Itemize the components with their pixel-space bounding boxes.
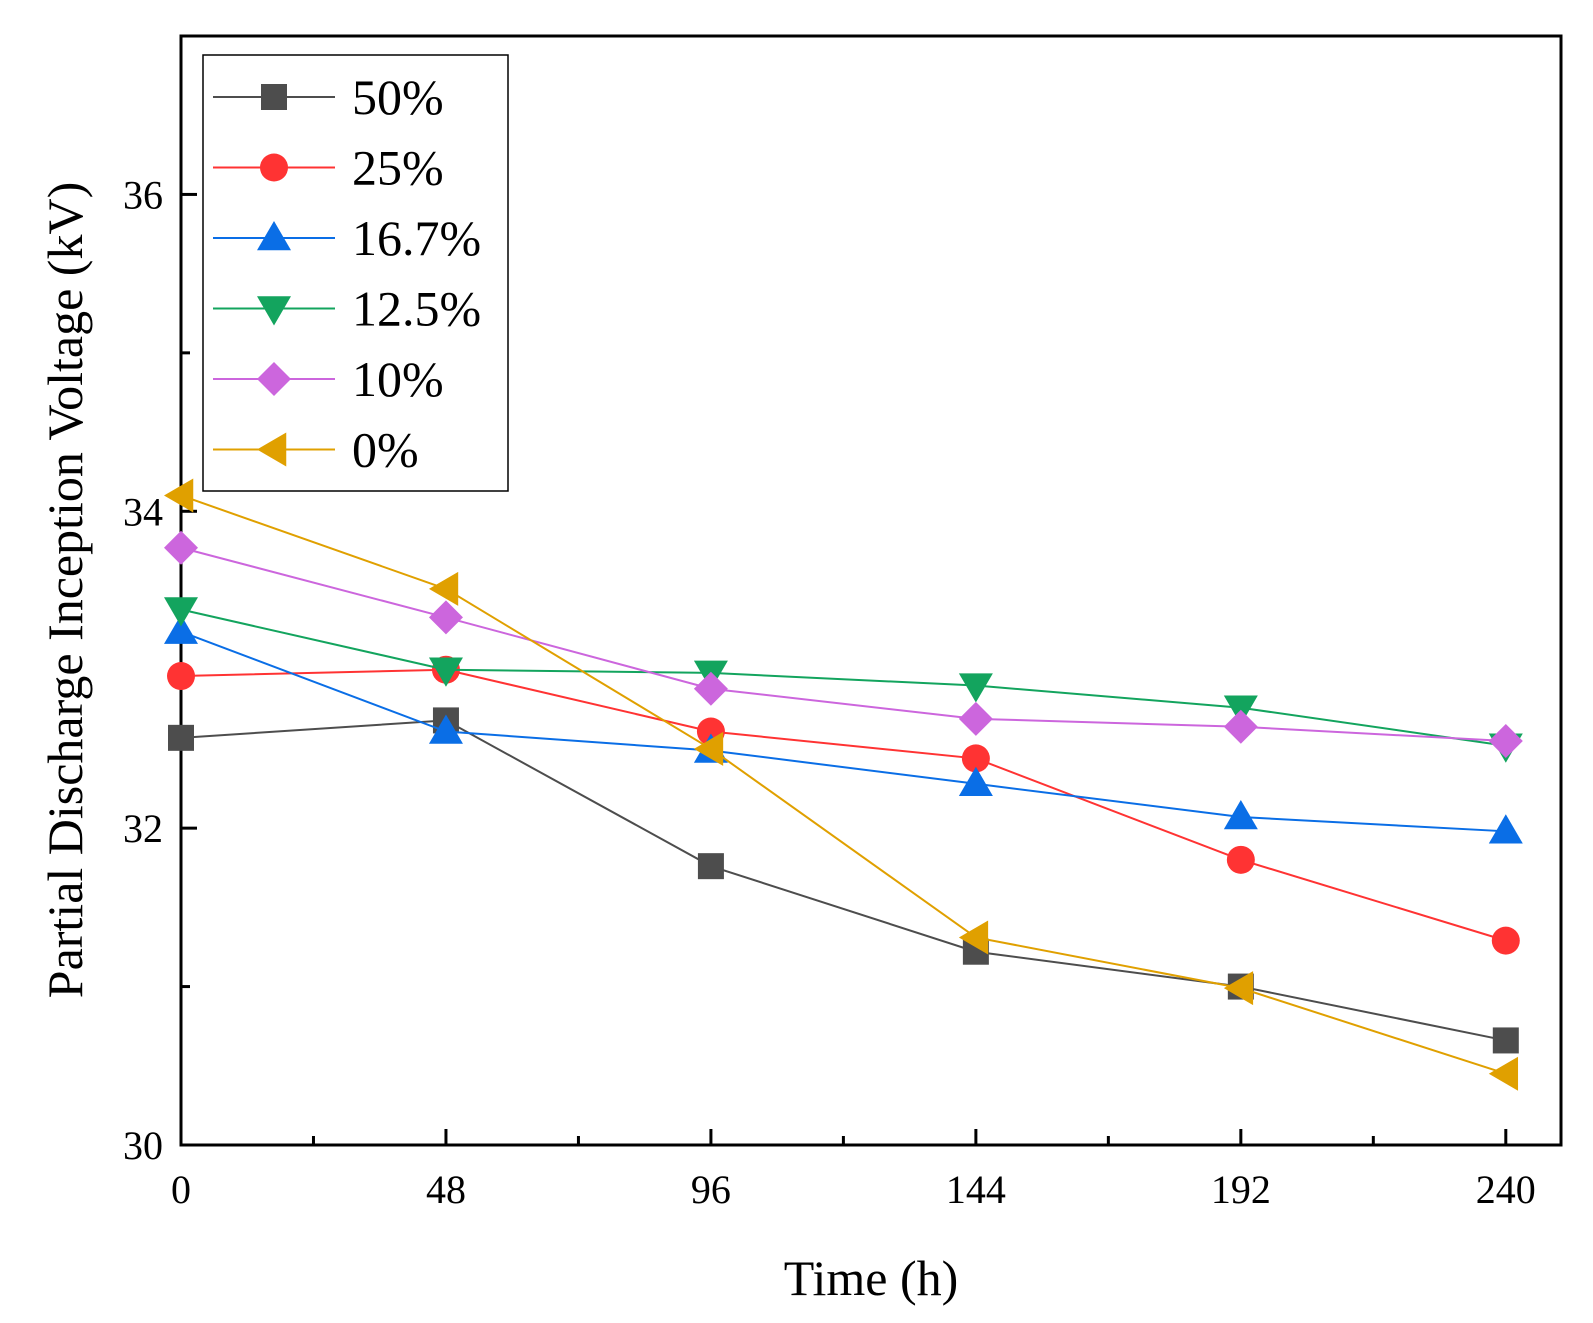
x-tick-label: 144 [946, 1167, 1006, 1212]
legend-label: 50% [352, 69, 444, 125]
data-point [958, 673, 993, 703]
x-tick-label: 96 [691, 1167, 731, 1212]
legend-item: 50% [213, 69, 444, 125]
legend-marker [261, 84, 287, 110]
x-axis-title: Time (h) [784, 1250, 959, 1306]
data-point [428, 657, 463, 687]
series-line [180, 546, 1506, 743]
data-point [164, 614, 198, 644]
legend-label: 10% [352, 351, 444, 407]
axis-ticks: 0 48 96 144 192 240 30 32 34 36 [123, 34, 1536, 1212]
y-tick-label: 32 [123, 806, 163, 851]
data-point [1488, 1056, 1519, 1091]
legend-item: 16.7% [213, 210, 481, 266]
legend-item: 25% [213, 140, 444, 196]
y-tick-label: 34 [123, 489, 163, 534]
data-point [1491, 926, 1520, 955]
legend-label: 0% [352, 422, 419, 478]
series-4 [164, 530, 1523, 759]
data-point [1223, 800, 1258, 830]
data-point [428, 714, 463, 744]
series-line [180, 668, 1507, 942]
x-tick-label: 0 [171, 1167, 191, 1212]
series-2 [164, 614, 1523, 844]
data-point [168, 724, 194, 751]
data-point [1226, 845, 1255, 874]
legend-box [202, 54, 509, 492]
data-point [961, 744, 990, 773]
legend-item: 12.5% [213, 281, 481, 337]
data-point [693, 671, 728, 706]
data-point [958, 766, 993, 797]
x-tick-label: 240 [1476, 1167, 1536, 1212]
series-layer [164, 478, 1523, 1091]
legend-label: 16.7% [352, 210, 481, 266]
data-point [693, 731, 724, 766]
legend-label: 25% [352, 140, 444, 196]
legend-marker [257, 221, 291, 251]
data-point [697, 853, 724, 880]
series-line [180, 719, 1506, 1042]
y-axis-title: Partial Discharge Inception Voltage (kV) [37, 182, 93, 998]
data-point [1488, 814, 1523, 844]
data-point [428, 571, 459, 606]
series-line [180, 494, 1507, 1075]
data-point [164, 530, 198, 565]
legend: 50% 25% 16.7% 12.5% 10% 0% [202, 54, 509, 492]
legend-marker [260, 153, 288, 182]
legend-marker [257, 362, 291, 396]
data-point [164, 597, 198, 627]
data-point [1223, 971, 1254, 1006]
series-line [180, 608, 1506, 747]
legend-item: 10% [213, 351, 444, 407]
data-point [1488, 724, 1523, 759]
legend-marker [257, 432, 287, 467]
data-point [164, 478, 194, 513]
legend-label: 12.5% [352, 281, 481, 337]
series-line [180, 630, 1506, 833]
y-tick-label: 30 [123, 1123, 163, 1168]
series-5 [164, 478, 1519, 1091]
legend-item: 0% [213, 422, 419, 478]
data-point [428, 600, 463, 635]
legend-marker [257, 296, 291, 326]
y-tick-label: 36 [123, 172, 163, 217]
data-point [958, 701, 993, 736]
data-point [167, 662, 195, 691]
x-tick-label: 48 [426, 1167, 466, 1212]
data-point [1492, 1027, 1519, 1054]
data-point [958, 920, 989, 955]
x-tick-label: 192 [1211, 1167, 1271, 1212]
data-point [1223, 709, 1258, 744]
